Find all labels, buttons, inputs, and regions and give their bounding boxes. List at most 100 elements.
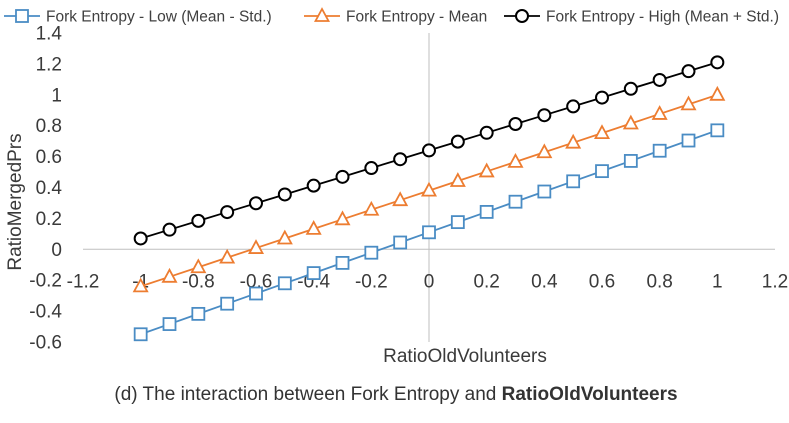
figure-caption: (d) The interaction between Fork Entropy… [114, 384, 677, 405]
data-point [593, 124, 611, 140]
legend-item-3: Fork Entropy - High (Mean + Std.) [504, 9, 779, 26]
data-point [276, 229, 293, 245]
legend-item-1: Fork Entropy - Low (Mean - Std.) [4, 9, 272, 26]
data-point [623, 154, 638, 168]
data-point [249, 286, 263, 301]
data-point [622, 114, 639, 130]
x-axis-title: RatioOldVolunteers [383, 346, 547, 367]
data-point [537, 108, 552, 123]
x-tick-label: 0.4 [531, 271, 558, 292]
x-tick-label: -0.8 [182, 271, 215, 292]
data-point [652, 143, 667, 158]
data-point [219, 248, 236, 264]
series-2 [132, 85, 726, 293]
data-point [132, 277, 149, 293]
data-point [623, 81, 638, 96]
data-point [335, 255, 350, 270]
series-1 [133, 123, 725, 342]
data-point [536, 143, 553, 159]
data-point [537, 184, 552, 199]
data-point [420, 181, 438, 197]
data-point [162, 222, 177, 237]
data-point [393, 235, 408, 250]
data-point [595, 164, 609, 179]
legend-marker [15, 9, 29, 23]
data-point [507, 152, 524, 168]
data-point [709, 85, 726, 101]
data-point [133, 327, 148, 342]
data-point [305, 220, 322, 235]
data-point [220, 205, 235, 220]
y-tick-label: 0.4 [36, 178, 63, 199]
data-point [161, 267, 178, 283]
data-point [364, 161, 379, 176]
caption-prefix: (d) The interaction between Fork Entropy… [114, 384, 501, 405]
data-point [364, 245, 379, 260]
x-tick-label: -0.2 [355, 271, 388, 292]
legend-marker [313, 7, 331, 22]
data-point [335, 169, 350, 184]
data-point [595, 90, 609, 105]
y-tick-label: 0.6 [36, 147, 62, 168]
legend-item-2: Fork Entropy - Mean [304, 7, 487, 26]
legend-label: Fork Entropy - Mean [346, 9, 487, 26]
data-point [422, 225, 436, 240]
data-point [651, 105, 668, 120]
data-point [680, 95, 697, 111]
y-tick-label: 0.2 [36, 209, 62, 230]
data-point [392, 191, 409, 207]
data-point [681, 133, 696, 148]
y-tick-label: 1.4 [36, 24, 63, 45]
x-tick-label: 0.8 [646, 271, 672, 292]
series-3 [133, 55, 725, 246]
data-point [162, 317, 177, 331]
data-point [247, 239, 265, 254]
x-tick-label: 0.2 [473, 271, 499, 292]
data-point [681, 64, 696, 79]
data-point [566, 174, 581, 189]
data-point [508, 117, 523, 132]
legend-marker [515, 9, 529, 23]
data-point [306, 178, 321, 193]
data-point [652, 72, 667, 87]
x-tick-label: 0 [424, 271, 435, 292]
data-point [478, 162, 495, 178]
data-point [133, 231, 148, 246]
data-point [450, 134, 465, 149]
data-point [449, 172, 466, 187]
y-tick-label: 1.2 [36, 54, 62, 75]
data-point [220, 296, 235, 311]
data-point [710, 123, 725, 138]
legend: Fork Entropy - Low (Mean - Std.) Fork Ent… [4, 7, 779, 26]
y-tick-label: 0.8 [36, 116, 62, 137]
x-tick-label: 0.6 [589, 271, 615, 292]
data-point [422, 143, 436, 158]
series-layer [132, 55, 726, 342]
y-tick-label: 1 [51, 85, 62, 106]
y-tick-label: 0 [51, 240, 62, 261]
data-point [479, 125, 494, 140]
data-point [191, 213, 206, 228]
data-point [277, 276, 292, 291]
data-point [249, 196, 263, 211]
data-point [710, 55, 725, 70]
data-point [190, 258, 207, 274]
data-point [508, 194, 523, 209]
data-point [565, 133, 582, 149]
data-point [479, 205, 494, 219]
x-tick-label: -1.2 [67, 271, 100, 292]
data-point [450, 215, 465, 230]
legend-label: Fork Entropy - Low (Mean - Std.) [46, 9, 272, 26]
x-tick-label: 1 [712, 271, 723, 292]
data-point [191, 306, 206, 321]
y-tick-label: -0.6 [29, 333, 62, 354]
x-tick-label: -0.6 [240, 271, 273, 292]
y-tick-label: -0.2 [29, 271, 62, 292]
data-point [306, 266, 321, 280]
data-point [363, 200, 380, 216]
x-tick-label: 1.2 [762, 271, 788, 292]
caption-emphasis: RatioOldVolunteers [502, 384, 678, 405]
y-tick-labels: -0.6 -0.4 -0.2 0 0.2 0.4 0.6 0.8 1 1.2 1.4 [29, 24, 62, 354]
y-tick-label: -0.4 [29, 302, 62, 323]
